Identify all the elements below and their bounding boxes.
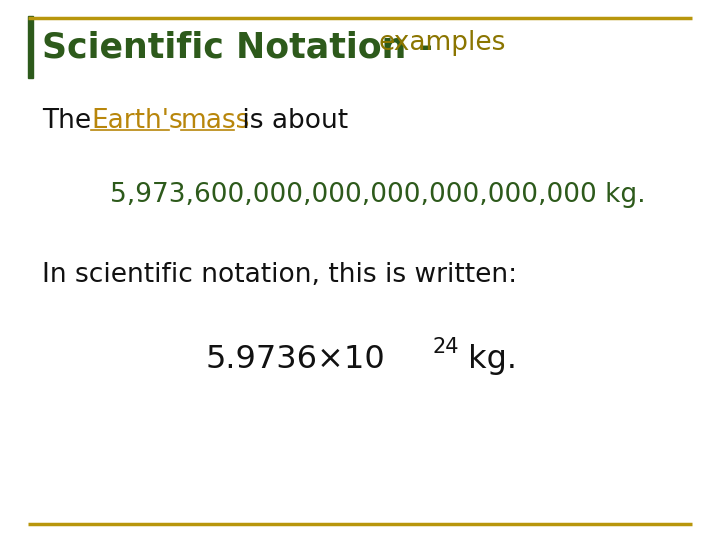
Text: is about: is about	[234, 108, 348, 134]
Text: Scientific Notation -: Scientific Notation -	[42, 30, 445, 64]
Text: 24: 24	[432, 337, 459, 357]
Text: The: The	[42, 108, 99, 134]
Text: 5,973,600,000,000,000,000,000,000 kg.: 5,973,600,000,000,000,000,000,000 kg.	[110, 182, 646, 208]
Text: examples: examples	[378, 30, 505, 56]
Text: kg.: kg.	[458, 344, 517, 375]
Text: In scientific notation, this is written:: In scientific notation, this is written:	[42, 262, 517, 288]
Text: Earth's: Earth's	[91, 108, 183, 134]
Bar	[28, 16, 33, 78]
Text: 5.9736×10: 5.9736×10	[205, 344, 384, 375]
Text: mass: mass	[181, 108, 251, 134]
